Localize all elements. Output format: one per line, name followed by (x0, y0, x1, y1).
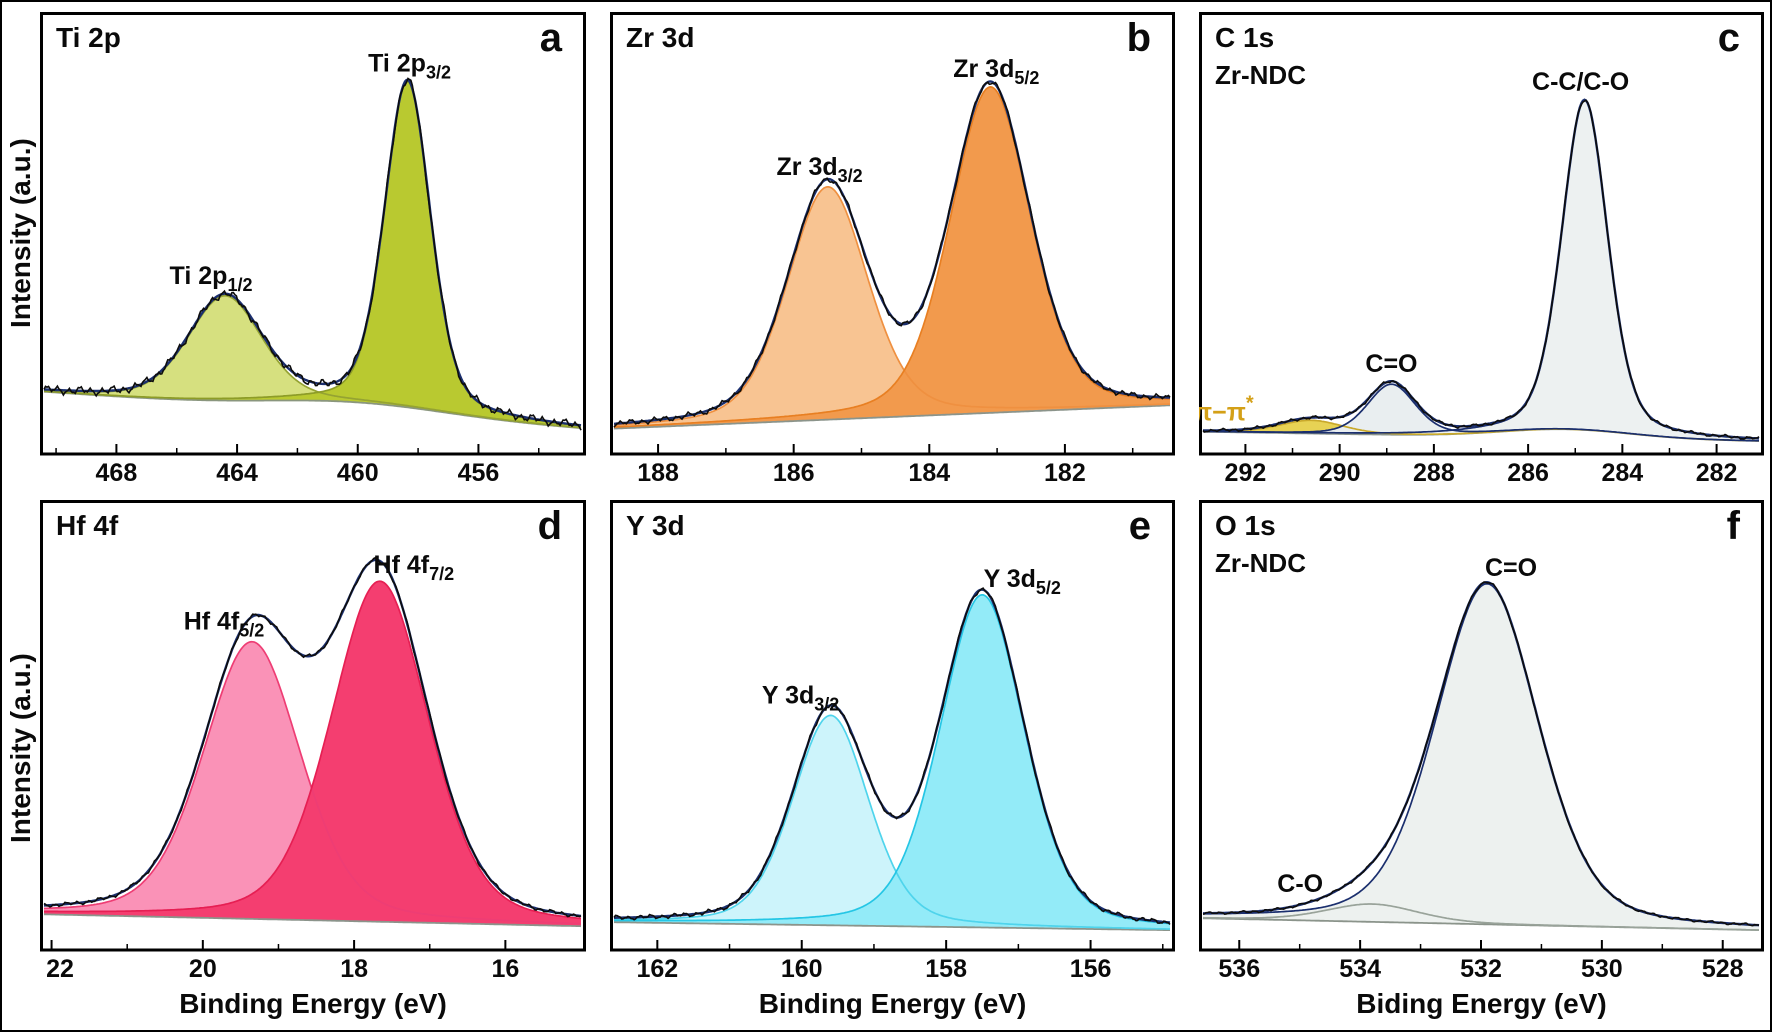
panel-title: Zr 3d (626, 22, 695, 53)
spectrum-plot-a: 468 464 460 456 Ti 2p1/2 Ti 2p3/2 (40, 12, 586, 487)
svg-text:282: 282 (1696, 459, 1738, 487)
spectrum-plot-f: 536 534 532 530 528 C-O C=O (1199, 500, 1764, 983)
plot-area-a: 468 464 460 456 Ti 2p1/2 Ti 2p3/2 Ti 2p a (40, 12, 586, 488)
svg-text:288: 288 (1413, 459, 1455, 487)
x-axis-title: Binding Energy (eV) (758, 988, 1027, 1019)
y-axis-title: Intensity (a.u.) (5, 653, 36, 843)
svg-text:Y 3d5/2: Y 3d5/2 (984, 565, 1061, 598)
svg-text:Zr 3d5/2: Zr 3d5/2 (953, 55, 1039, 88)
svg-text:C-O: C-O (1277, 870, 1323, 898)
svg-text:292: 292 (1225, 459, 1267, 487)
svg-text:530: 530 (1581, 955, 1623, 983)
spectrum-plot-d: 22 20 18 16 Hf 4f5/2 Hf 4f7/2 (40, 500, 586, 983)
panel-c: 292 290 288 286 284 282 π−π* C=O C-C/C-O C 1s Zr… (1181, 2, 1770, 488)
plot-area-d: 22 20 18 16 Hf 4f5/2 Hf 4f7/2 Hf 4f d (40, 500, 586, 984)
svg-text:186: 186 (773, 459, 815, 487)
panel-letter: e (1128, 504, 1151, 548)
panel-letter: b (1126, 16, 1151, 60)
plot-area-b: 188 186 184 182 Zr 3d3/2 Zr 3d5/2 Zr 3d b (610, 12, 1175, 488)
panel-title: Ti 2p (56, 22, 121, 53)
panel-letter: a (539, 16, 562, 60)
x-axis-title: Biding Energy (eV) (1356, 988, 1607, 1019)
panel-title: C 1s (1215, 22, 1275, 53)
svg-text:Ti 2p3/2: Ti 2p3/2 (368, 49, 451, 82)
svg-text:Ti 2p1/2: Ti 2p1/2 (170, 262, 253, 295)
panel-b: 188 186 184 182 Zr 3d3/2 Zr 3d5/2 Zr 3d b (592, 2, 1181, 488)
svg-text:C-C/C-O: C-C/C-O (1532, 68, 1629, 96)
plot-area-c: 292 290 288 286 284 282 π−π* C=O C-C/C-O C 1s Zr… (1199, 12, 1764, 488)
panel-a: Intensity (a.u.) 468 464 460 456 Ti 2p1/2 Ti … (2, 2, 592, 488)
svg-text:π−π*: π−π* (1199, 392, 1254, 426)
panel-subtitle: Zr-NDC (1215, 60, 1306, 90)
panel-letter: c (1717, 16, 1740, 60)
x-axis-title: Binding Energy (eV) (179, 988, 447, 1019)
panel-subtitle: Zr-NDC (1215, 548, 1306, 578)
plot-area-f: 536 534 532 530 528 C-O C=O O 1s Zr-NDC f (1199, 500, 1764, 984)
spectrum-plot-b: 188 186 184 182 Zr 3d3/2 Zr 3d5/2 (610, 12, 1175, 487)
svg-text:182: 182 (1044, 459, 1086, 487)
panel-e: 162 160 158 156 Y 3d3/2 Y 3d5/2 Y 3d e Bindin… (592, 488, 1181, 1030)
svg-text:532: 532 (1460, 955, 1502, 983)
panel-title: O 1s (1215, 510, 1276, 541)
svg-text:16: 16 (491, 955, 519, 983)
svg-text:468: 468 (96, 459, 138, 487)
svg-text:Y 3d3/2: Y 3d3/2 (762, 681, 839, 714)
svg-text:158: 158 (925, 955, 967, 983)
svg-text:C=O: C=O (1485, 554, 1537, 582)
svg-text:456: 456 (458, 459, 500, 487)
svg-text:Hf 4f7/2: Hf 4f7/2 (374, 551, 455, 584)
panel-title: Hf 4f (56, 510, 119, 541)
svg-text:286: 286 (1507, 459, 1549, 487)
svg-text:160: 160 (781, 955, 823, 983)
svg-text:464: 464 (216, 459, 258, 487)
svg-text:C=O: C=O (1365, 350, 1417, 378)
svg-text:18: 18 (340, 955, 368, 983)
svg-text:290: 290 (1319, 459, 1361, 487)
svg-text:20: 20 (189, 955, 217, 983)
panel-f: 536 534 532 530 528 C-O C=O O 1s Zr-NDC f Bidi… (1181, 488, 1770, 1030)
plot-area-e: 162 160 158 156 Y 3d3/2 Y 3d5/2 Y 3d e (610, 500, 1175, 984)
panel-letter: f (1726, 504, 1740, 548)
svg-text:536: 536 (1218, 955, 1260, 983)
svg-text:Hf 4f5/2: Hf 4f5/2 (184, 608, 265, 641)
panel-letter: d (537, 504, 562, 548)
svg-text:184: 184 (908, 459, 950, 487)
svg-text:534: 534 (1339, 955, 1381, 983)
svg-text:22: 22 (46, 955, 74, 983)
svg-text:156: 156 (1070, 955, 1112, 983)
svg-text:284: 284 (1601, 459, 1643, 487)
panel-title: Y 3d (626, 510, 685, 541)
panel-d: Intensity (a.u.) 22 20 18 16 Hf 4f5/2 Hf 4f7/… (2, 488, 592, 1030)
y-axis-title: Intensity (a.u.) (5, 138, 36, 328)
spectrum-plot-e: 162 160 158 156 Y 3d3/2 Y 3d5/2 (610, 500, 1175, 983)
svg-text:188: 188 (637, 459, 679, 487)
svg-text:Zr 3d3/2: Zr 3d3/2 (777, 153, 863, 186)
spectrum-plot-c: 292 290 288 286 284 282 π−π* C=O C-C/C-O (1199, 12, 1764, 487)
svg-text:528: 528 (1702, 955, 1744, 983)
svg-text:460: 460 (337, 459, 379, 487)
svg-text:162: 162 (636, 955, 678, 983)
